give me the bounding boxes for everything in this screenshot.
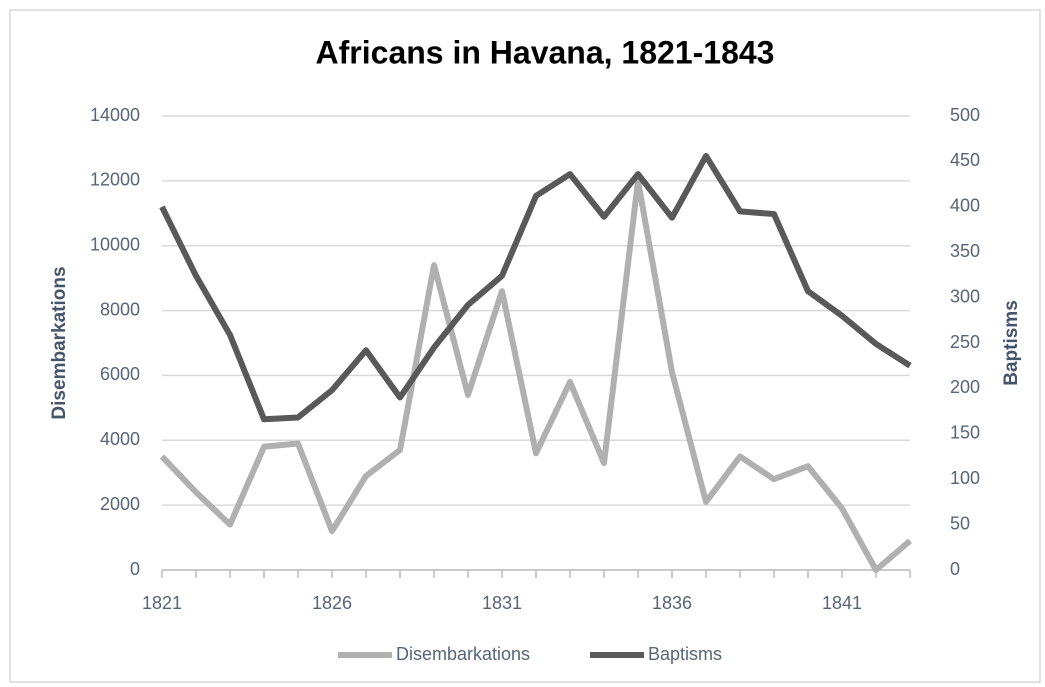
x-tick-label: 1826 [312,593,352,613]
y-tick-label: 8000 [100,299,140,319]
x-tick-label: 1821 [142,593,182,613]
legend-label: Disembarkations [396,644,530,664]
y2-tick-label: 350 [950,241,980,261]
series-line [159,152,912,423]
chart-frame [9,9,1041,683]
y-tick-label: 4000 [100,429,140,449]
y2-tick-label: 200 [950,377,980,397]
y-axis-label: Disembarkations [49,266,70,419]
y-tick-label: 12000 [90,170,140,190]
y2-tick-label: 250 [950,332,980,352]
y2-tick-label: 500 [950,105,980,125]
x-tick-label: 1836 [652,593,692,613]
legend-label: Baptisms [648,644,722,664]
y2-tick-label: 400 [950,196,980,216]
chart-title: Africans in Havana, 1821-1843 [316,34,775,70]
x-tick-label: 1831 [482,593,522,613]
series-line [159,177,912,573]
y2-tick-label: 150 [950,423,980,443]
y-tick-label: 6000 [100,364,140,384]
y2-tick-label: 0 [950,559,960,579]
y2-tick-label: 50 [950,513,970,533]
y2-tick-label: 300 [950,286,980,306]
y-tick-label: 14000 [90,105,140,125]
y-tick-label: 0 [130,559,140,579]
y-tick-label: 10000 [90,234,140,254]
y2-axis-label: Baptisms [1001,300,1022,386]
y2-tick-label: 450 [950,150,980,170]
x-tick-label: 1841 [822,593,862,613]
y2-tick-label: 100 [950,468,980,488]
y-tick-label: 2000 [100,494,140,514]
